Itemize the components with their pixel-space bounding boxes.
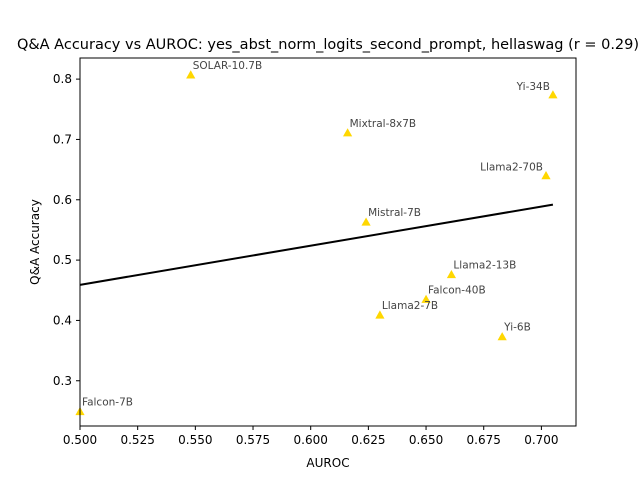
x-tick-label: 0.525 [120,433,154,447]
data-point-marker [361,217,371,226]
x-tick-label: 0.675 [467,433,501,447]
y-tick-label: 0.3 [53,374,72,388]
data-point-marker [343,128,353,137]
x-tick-label: 0.625 [351,433,385,447]
data-point-marker [186,70,196,79]
data-point-marker [541,171,551,180]
data-point-label: SOLAR-10.7B [193,60,262,72]
x-axis-ticks: 0.500 0.525 0.550 0.575 0.600 0.625 0.650 0.675… [63,426,559,447]
y-tick-label: 0.5 [53,253,72,267]
chart-title: Q&A Accuracy vs AUROC: yes_abst_norm_log… [17,37,639,53]
data-point-marker [421,294,431,303]
regression-layer [79,203,554,286]
y-tick-label: 0.4 [53,313,72,327]
data-point-marker [497,332,507,341]
data-point-label: Mixtral-8x7B [350,118,417,130]
data-point-label: Falcon-7B [82,397,133,409]
data-point-label: Llama2-7B [382,300,438,312]
data-point-marker [548,90,558,99]
regression-line [79,203,554,286]
data-point-marker [375,310,385,319]
data-point-label: Yi-34B [516,81,550,93]
x-tick-label: 0.650 [409,433,443,447]
x-tick-label: 0.700 [524,433,558,447]
x-tick-label: 0.600 [294,433,328,447]
y-tick-label: 0.7 [53,132,72,146]
plot-area: SOLAR-10.7B Yi-34B Mixtral-8x7B Llama2-70B M… [75,57,577,427]
y-axis-label: Q&A Accuracy [28,199,42,285]
data-point-label: Falcon-40B [428,284,486,296]
data-point-label: Llama2-70B [480,162,543,174]
data-point-label: Llama2-13B [453,260,516,272]
data-point-label: Yi-6B [503,322,531,334]
points-layer [75,70,558,416]
y-axis-ticks: 0.3 0.4 0.5 0.6 0.7 0.8 [53,72,80,388]
axes-frame [79,57,577,427]
x-axis-label: AUROC [306,456,349,470]
x-tick-label: 0.575 [236,433,270,447]
data-point-label: Mistral-7B [368,207,421,219]
x-tick-label: 0.500 [63,433,97,447]
x-tick-label: 0.550 [178,433,212,447]
y-tick-label: 0.6 [53,193,72,207]
y-tick-label: 0.8 [53,72,72,86]
data-point-marker [446,269,457,279]
point-labels-layer: SOLAR-10.7B Yi-34B Mixtral-8x7B Llama2-70B M… [82,60,550,409]
